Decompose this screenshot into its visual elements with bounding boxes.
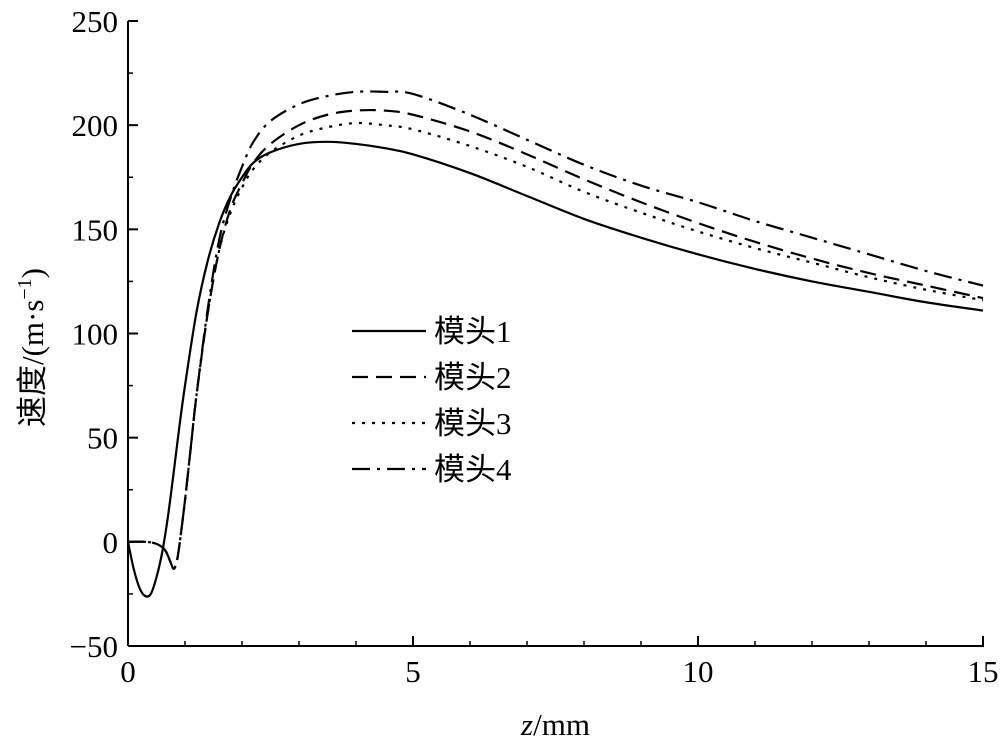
y-axis-title: 速度/(m·s−1) — [14, 268, 50, 427]
legend: 模头1 模头2 模头3 模头4 — [352, 314, 512, 487]
legend-label-4: 模头4 — [434, 452, 512, 487]
y-tick-label: 200 — [72, 108, 119, 143]
legend-label-2: 模头2 — [434, 360, 512, 395]
x-axis-ticks: 0 5 10 15 — [120, 636, 999, 689]
y-axis-title-main: 速度/(m·s — [15, 300, 50, 427]
x-tick-label: 5 — [405, 654, 421, 689]
series-line-3 — [127, 121, 984, 571]
x-tick-label: 0 — [120, 654, 136, 689]
y-tick-label: 50 — [87, 421, 118, 456]
series-line-1 — [126, 140, 984, 598]
y-tick-label: −50 — [70, 629, 118, 664]
y-axis-title-superscript: −1 — [14, 278, 36, 299]
y-tick-label: 250 — [72, 4, 119, 39]
y-tick-label: 0 — [103, 525, 119, 560]
y-tick-label: 100 — [72, 317, 119, 352]
x-tick-label: 15 — [968, 654, 999, 689]
x-tick-label: 10 — [683, 654, 714, 689]
legend-label-1: 模头1 — [434, 314, 512, 349]
series-lines — [126, 90, 984, 598]
x-axis-title-variable: z — [520, 707, 533, 742]
x-axis-title: z/mm — [520, 707, 590, 742]
x-axis-title-unit: /mm — [533, 707, 590, 742]
series-line-2 — [127, 108, 984, 571]
y-tick-label: 150 — [72, 212, 119, 247]
legend-label-3: 模头3 — [434, 406, 512, 441]
y-axis-title-close: ) — [15, 268, 50, 278]
series-line-4 — [127, 90, 984, 571]
